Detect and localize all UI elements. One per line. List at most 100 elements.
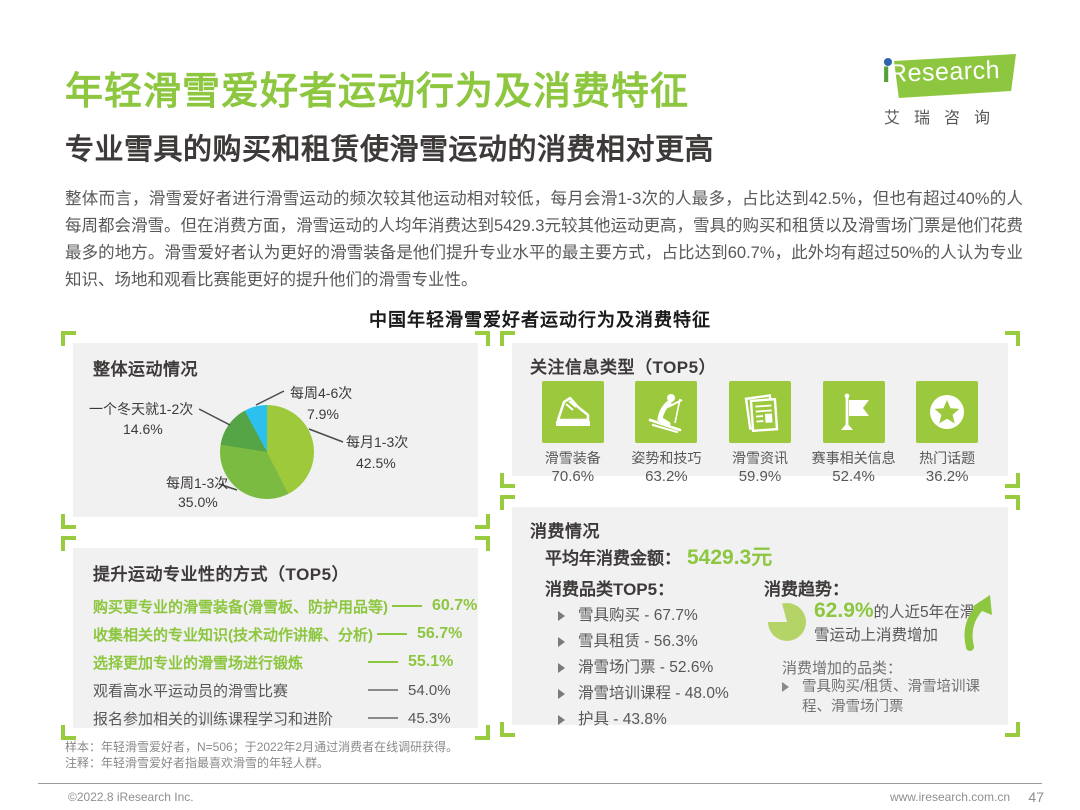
info-label: 滑雪资讯 (731, 450, 788, 466)
pie-label: 每周1-3次 (166, 475, 229, 491)
corner-bracket-icon (500, 331, 515, 346)
method-row: 观看高水平运动员的滑雪比赛 54.0% (93, 676, 458, 704)
panel-title: 提升运动专业性的方式（TOP5） (93, 565, 350, 584)
average-spend-value: 5429.3元 (687, 546, 773, 569)
info-value: 63.2% (645, 468, 688, 485)
corner-bracket-icon (500, 722, 515, 737)
corner-bracket-icon (475, 514, 490, 529)
skier-icon (635, 381, 698, 443)
method-row: 报名参加相关的训练课程学习和进阶 45.3% (93, 704, 458, 732)
pie-label: 每月1-3次 (346, 434, 409, 450)
corner-bracket-icon (61, 725, 76, 740)
iresearch-logo: i Research 艾瑞咨询 (880, 52, 1025, 128)
dash-line (368, 717, 398, 719)
ski-boot-icon (541, 381, 604, 443)
pie-label: 一个冬天就1-2次 (89, 401, 194, 417)
top5-item: 滑雪场门票 - 52.6% (558, 655, 729, 681)
average-spend-line: 平均年消费金额： 5429.3元 (545, 541, 772, 571)
info-item: 滑雪装备 70.6% (526, 381, 620, 485)
footnote-sample: 样本：年轻滑雪爱好者，N=506；于2022年2月通过消费者在线调研获得。 (65, 740, 459, 754)
website-url: www.iresearch.com.cn (889, 790, 1010, 804)
up-arrow-icon (962, 593, 1000, 656)
top5-heading: 消费品类TOP5： (545, 580, 675, 599)
top5-list: 雪具购买 - 67.7% 雪具租赁 - 56.3% 滑雪场门票 - 52.6% … (558, 603, 729, 733)
corner-bracket-icon (61, 536, 76, 551)
intro-paragraph: 整体而言，滑雪爱好者进行滑雪运动的频次较其他运动相对较低，每月会滑1-3次的人最… (65, 190, 1023, 289)
consumption-panel: 消费情况 平均年消费金额： 5429.3元 消费品类TOP5： 雪具购买 - 6… (500, 495, 1020, 737)
method-value: 55.1% (408, 653, 454, 670)
trend-heading: 消费趋势： (764, 580, 849, 599)
frequency-pie-chart (220, 405, 314, 499)
methods-panel: 提升运动专业性的方式（TOP5） 购买更专业的滑雪装备(滑雪板、防护用品等) 6… (61, 536, 490, 740)
footnotes: 样本：年轻滑雪爱好者，N=506；于2022年2月通过消费者在线调研获得。 注释… (65, 739, 458, 771)
average-spend-label: 平均年消费金额： (545, 549, 681, 568)
newspaper-icon (728, 381, 791, 443)
top5-item: 雪具租赁 - 56.3% (558, 629, 729, 655)
star-circle-icon (916, 381, 979, 443)
method-label: 报名参加相关的训练课程学习和进阶 (93, 710, 334, 728)
figure-title: 中国年轻滑雪爱好者运动行为及消费特征 (369, 310, 711, 330)
top5-item: 护具 - 43.8% (558, 707, 729, 733)
panel-title: 消费情况 (530, 522, 600, 541)
method-label: 观看高水平运动员的滑雪比赛 (93, 682, 289, 700)
footnote-definition: 注释：年轻滑雪爱好者指最喜欢滑雪的年轻人群。 (65, 756, 330, 770)
arrowhead-icon (558, 611, 565, 621)
method-value: 56.7% (417, 625, 463, 642)
pie-value: 7.9% (307, 406, 339, 422)
info-item: 滑雪资讯 59.9% (713, 381, 807, 485)
pie-value: 14.6% (123, 421, 163, 437)
info-value: 36.2% (925, 468, 969, 485)
method-label: 收集相关的专业知识(技术动作讲解、分析) (93, 626, 373, 644)
info-types-panel: 关注信息类型（TOP5） 滑雪装备 70.6% (500, 331, 1020, 488)
panel-title: 整体运动情况 (93, 360, 198, 379)
dash-line (368, 689, 398, 691)
info-item: 热门话题 36.2% (900, 381, 994, 485)
methods-list: 购买更专业的滑雪装备(滑雪板、防护用品等) 60.7% 收集相关的专业知识(技术… (93, 592, 477, 732)
panel-title: 关注信息类型（TOP5） (530, 358, 717, 377)
method-value: 60.7% (432, 597, 478, 614)
trend-pie-icon (768, 603, 806, 641)
corner-bracket-icon (1005, 331, 1020, 346)
increase-items: 雪具购买/租赁、滑雪培训课程、滑雪场门票 (782, 677, 1000, 717)
logo-blue-dot (884, 58, 892, 66)
logo-green-flag (894, 54, 1016, 98)
arrowhead-icon (558, 663, 565, 673)
corner-bracket-icon (61, 514, 76, 529)
corner-bracket-icon (500, 473, 515, 488)
arrowhead-icon (558, 637, 565, 647)
method-row: 购买更专业的滑雪装备(滑雪板、防护用品等) 60.7% (93, 592, 477, 620)
arrowhead-icon (558, 715, 565, 725)
info-label: 滑雪装备 (544, 450, 601, 466)
info-item: 姿势和技巧 63.2% (620, 381, 714, 485)
overall-activity-panel: 整体运动情况 每周4-6次 7.9% 每月1-3次 42.5% 一个冬天就1-2… (61, 331, 490, 529)
dash-line (377, 633, 407, 635)
corner-bracket-icon (1005, 473, 1020, 488)
method-value: 54.0% (408, 681, 451, 699)
corner-bracket-icon (475, 331, 490, 346)
method-row: 收集相关的专业知识(技术动作讲解、分析) 56.7% (93, 620, 462, 648)
method-value: 45.3% (408, 709, 451, 727)
copyright-text: ©2022.8 iResearch Inc. (68, 790, 194, 804)
top5-item: 滑雪培训课程 - 48.0% (558, 681, 729, 707)
dash-line (368, 661, 398, 663)
pie-value: 42.5% (356, 455, 396, 471)
arrowhead-icon (782, 682, 789, 692)
info-value: 52.4% (832, 468, 875, 485)
arrowhead-icon (558, 689, 565, 699)
trend-statement: 62.9%的人近5年在滑雪运动上消费增加 (814, 599, 976, 644)
info-value: 59.9% (738, 468, 782, 485)
dash-line (392, 605, 422, 607)
corner-bracket-icon (475, 536, 490, 551)
info-value: 70.6% (551, 468, 595, 485)
logo-chinese-name: 艾瑞咨询 (884, 110, 1005, 127)
corner-bracket-icon (61, 331, 76, 346)
logo-brand-text: Research (888, 56, 1001, 88)
logo-letter-i: i (882, 56, 891, 89)
page-subtitle: 专业雪具的购买和租赁使滑雪运动的消费相对更高 (65, 134, 715, 166)
corner-bracket-icon (1005, 722, 1020, 737)
corner-bracket-icon (475, 725, 490, 740)
page-title: 年轻滑雪爱好者运动行为及消费特征 (65, 71, 690, 113)
method-label: 购买更专业的滑雪装备(滑雪板、防护用品等) (93, 598, 388, 616)
info-label: 姿势和技巧 (631, 450, 702, 466)
